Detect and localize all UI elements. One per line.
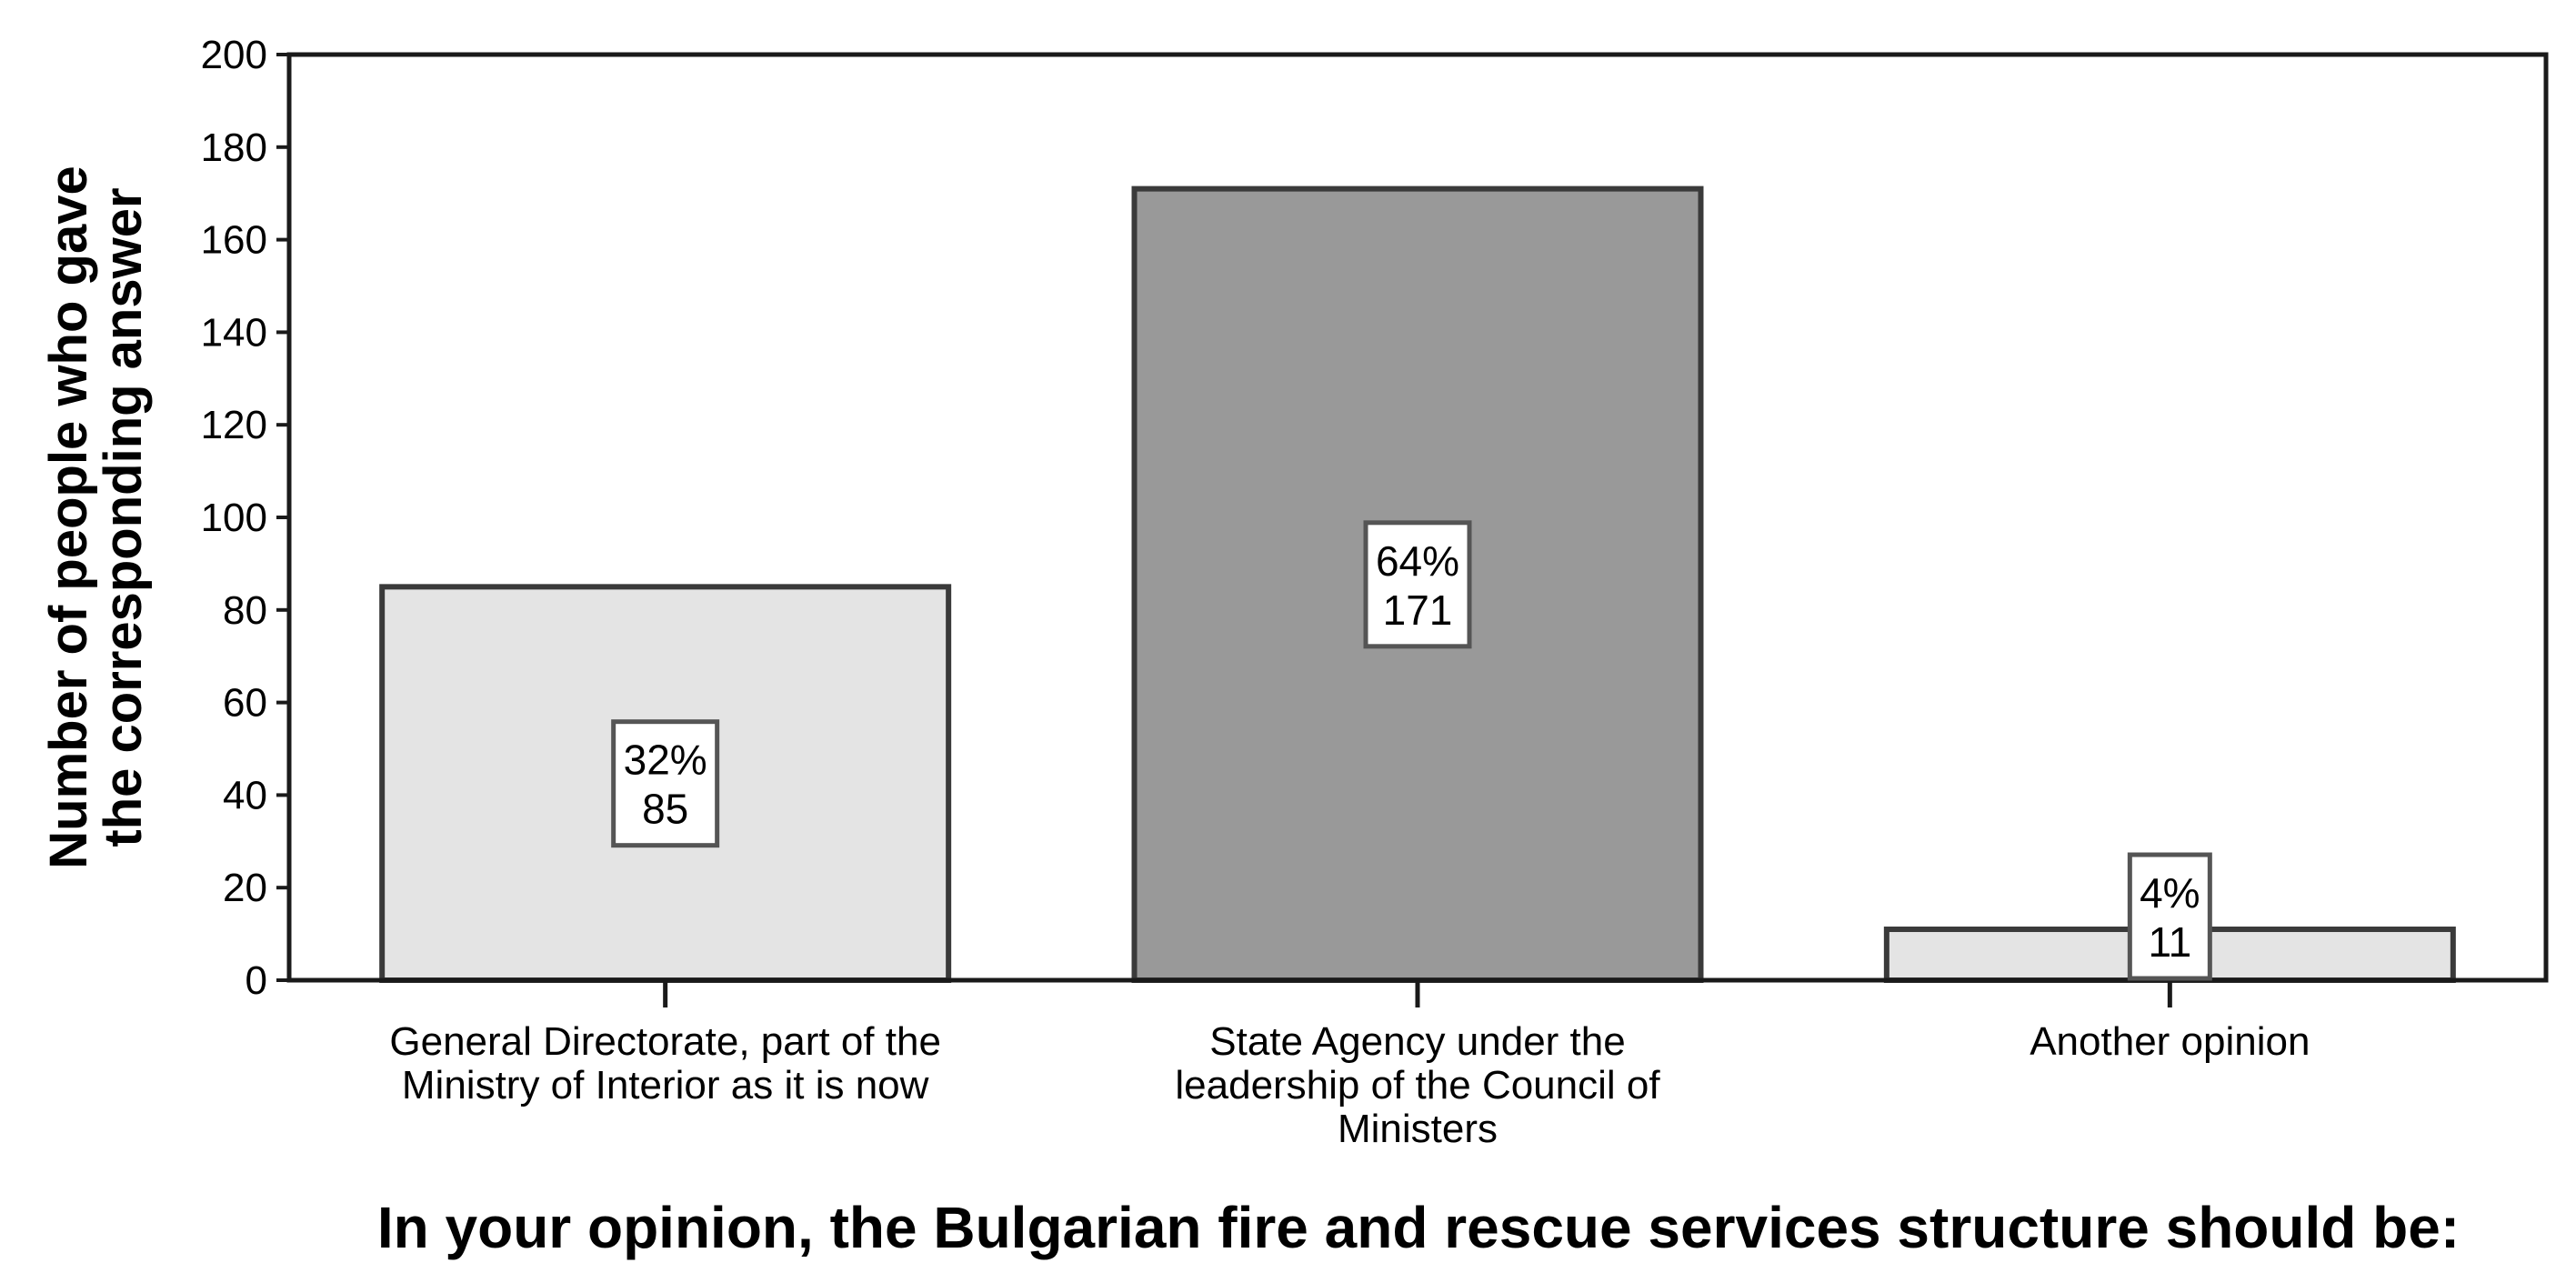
data-label-value: 11 <box>2148 918 2191 966</box>
x-tick-label-line: General Directorate, part of the <box>389 1019 941 1064</box>
data-label-percent: 64% <box>1376 537 1459 585</box>
data-label-box <box>1363 520 1472 649</box>
data-label-value: 85 <box>642 786 688 833</box>
data-label-percent: 32% <box>624 737 707 784</box>
x-tick-label: State Agency under the leadership of the … <box>1175 1019 1660 1151</box>
y-tick-label: 40 <box>223 773 267 817</box>
y-axis-title-line: the corresponding answer <box>94 187 153 847</box>
y-tick-label: 60 <box>223 681 267 726</box>
data-labels: 32%85 64%171 4%11 <box>611 520 2212 981</box>
x-tick-label-line: Ministers <box>1338 1107 1498 1151</box>
x-tick-label: General Directorate, part of the Ministry… <box>389 1019 941 1108</box>
y-tick-label: 80 <box>223 588 267 633</box>
x-tick-label-line: Another opinion <box>2030 1019 2310 1064</box>
data-label-box <box>611 719 720 848</box>
y-tick-label: 160 <box>201 218 267 263</box>
y-tick-label: 20 <box>223 866 267 910</box>
y-axis-title-line: Number of people who gave <box>39 165 98 868</box>
x-tick-label-line: leadership of the Council of <box>1175 1063 1660 1108</box>
data-label-value: 171 <box>1383 586 1453 634</box>
y-axis-title: Number of people who gavethe correspondi… <box>39 165 153 868</box>
y-tick-label: 200 <box>201 33 267 77</box>
y-axis: 0 20 40 60 80 100 120 140 160 180 200 <box>201 33 289 1003</box>
data-label-box <box>2127 852 2212 981</box>
y-tick-label: 100 <box>201 496 267 540</box>
y-axis-label: Number of people who gavethe correspondi… <box>39 165 153 868</box>
y-tick-label: 180 <box>201 125 267 170</box>
x-axis: General Directorate, part of the Ministry… <box>389 980 2310 1151</box>
x-tick-label-line: State Agency under the <box>1209 1019 1625 1064</box>
x-tick-label: Another opinion <box>2030 1019 2310 1064</box>
y-tick-label: 140 <box>201 310 267 355</box>
data-label-percent: 4% <box>2140 869 2200 917</box>
x-axis-title: In your opinion, the Bulgarian fire and … <box>377 1195 2460 1260</box>
y-tick-label: 0 <box>246 958 267 1003</box>
y-tick-label: 120 <box>201 403 267 447</box>
x-tick-label-line: Ministry of Interior as it is now <box>402 1063 929 1108</box>
